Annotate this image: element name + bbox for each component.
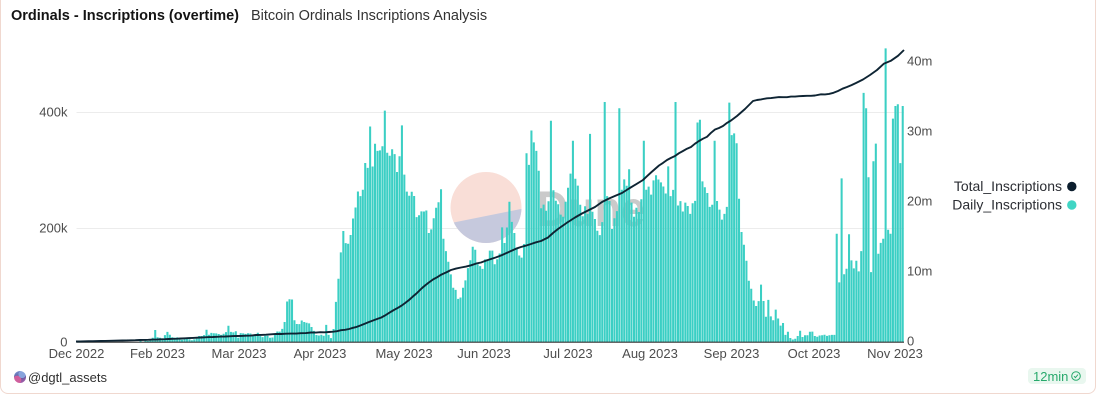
svg-text:0: 0 (907, 334, 914, 349)
svg-text:Jul 2023: Jul 2023 (543, 346, 592, 361)
svg-text:10m: 10m (907, 264, 932, 279)
svg-text:Daily_Inscriptions: Daily_Inscriptions (952, 196, 1062, 212)
svg-text:30m: 30m (907, 124, 932, 139)
svg-text:Aug 2023: Aug 2023 (622, 346, 678, 361)
svg-text:200k: 200k (39, 221, 68, 236)
svg-text:Dec 2022: Dec 2022 (49, 346, 105, 361)
svg-text:Feb 2023: Feb 2023 (130, 346, 185, 361)
svg-text:40m: 40m (907, 54, 932, 69)
svg-text:20m: 20m (907, 194, 932, 209)
svg-text:Apr 2023: Apr 2023 (294, 346, 347, 361)
svg-text:May 2023: May 2023 (375, 346, 432, 361)
svg-text:Total_Inscriptions: Total_Inscriptions (954, 178, 1062, 194)
svg-text:Oct 2023: Oct 2023 (788, 346, 841, 361)
svg-text:0: 0 (60, 335, 67, 350)
svg-text:Mar 2023: Mar 2023 (212, 346, 267, 361)
svg-text:400k: 400k (39, 105, 68, 120)
svg-text:Nov 2023: Nov 2023 (867, 346, 923, 361)
svg-text:Jun 2023: Jun 2023 (457, 346, 511, 361)
svg-text:Sep 2023: Sep 2023 (704, 346, 760, 361)
